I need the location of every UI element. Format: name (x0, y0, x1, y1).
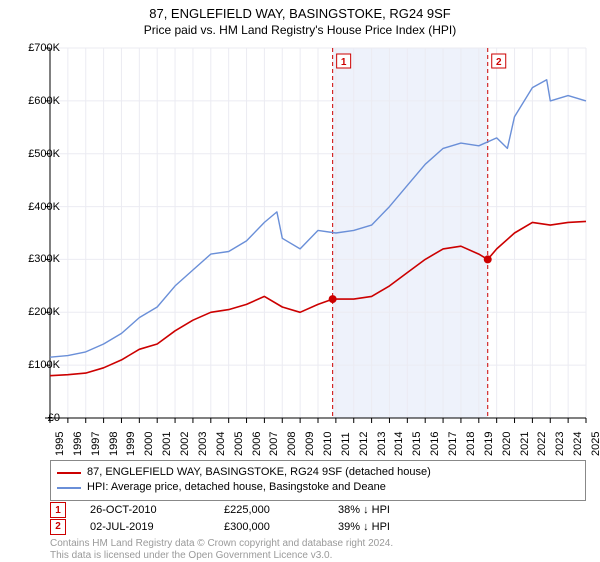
marker-price: £300,000 (224, 519, 314, 536)
x-tick-label: 2006 (251, 432, 263, 456)
x-tick-label: 2025 (590, 432, 600, 456)
x-tick-label: 2012 (358, 432, 370, 456)
x-tick-label: 2000 (143, 432, 155, 456)
marker-row: 1 26-OCT-2010 £225,000 38% ↓ HPI (50, 502, 586, 519)
svg-text:1: 1 (341, 57, 347, 68)
legend-label: 87, ENGLEFIELD WAY, BASINGSTOKE, RG24 9S… (87, 465, 431, 480)
x-tick-label: 2019 (483, 432, 495, 456)
chart-subtitle: Price paid vs. HM Land Registry's House … (0, 23, 600, 43)
chart-plot-area: 12 (50, 48, 586, 418)
marker-delta: 38% ↓ HPI (338, 502, 438, 519)
chart-svg: 12 (50, 48, 586, 418)
x-tick-label: 2021 (519, 432, 531, 456)
marker-date: 02-JUL-2019 (90, 519, 200, 536)
x-tick-label: 2024 (572, 432, 584, 456)
x-tick-label: 1995 (54, 432, 66, 456)
x-tick-label: 2015 (411, 432, 423, 456)
x-tick-label: 2003 (197, 432, 209, 456)
marker-price: £225,000 (224, 502, 314, 519)
x-tick-label: 1998 (108, 432, 120, 456)
x-tick-label: 2009 (304, 432, 316, 456)
y-tick-label: £200K (28, 306, 60, 318)
x-tick-label: 2016 (429, 432, 441, 456)
x-tick-label: 1999 (125, 432, 137, 456)
chart-container: 87, ENGLEFIELD WAY, BASINGSTOKE, RG24 9S… (0, 0, 600, 560)
x-tick-label: 2008 (286, 432, 298, 456)
legend: 87, ENGLEFIELD WAY, BASINGSTOKE, RG24 9S… (50, 460, 586, 501)
legend-row: HPI: Average price, detached house, Basi… (57, 480, 579, 495)
y-tick-label: £700K (28, 42, 60, 54)
x-tick-label: 1997 (90, 432, 102, 456)
x-tick-label: 1996 (72, 432, 84, 456)
x-tick-label: 2001 (161, 432, 173, 456)
chart-title: 87, ENGLEFIELD WAY, BASINGSTOKE, RG24 9S… (0, 0, 600, 23)
footer-line: Contains HM Land Registry data © Crown c… (50, 538, 393, 550)
x-tick-label: 2002 (179, 432, 191, 456)
x-tick-label: 2022 (536, 432, 548, 456)
footer-note: Contains HM Land Registry data © Crown c… (50, 538, 393, 562)
x-tick-label: 2010 (322, 432, 334, 456)
legend-label: HPI: Average price, detached house, Basi… (87, 480, 386, 495)
marker-delta: 39% ↓ HPI (338, 519, 438, 536)
y-tick-label: £100K (28, 359, 60, 371)
x-tick-label: 2014 (393, 432, 405, 456)
svg-text:2: 2 (496, 57, 502, 68)
y-tick-label: £400K (28, 201, 60, 213)
y-tick-label: £300K (28, 253, 60, 265)
marker-table: 1 26-OCT-2010 £225,000 38% ↓ HPI 2 02-JU… (50, 502, 586, 535)
y-tick-label: £500K (28, 148, 60, 160)
marker-badge-2: 2 (50, 519, 66, 535)
marker-badge-1: 1 (50, 502, 66, 518)
x-tick-label: 2004 (215, 432, 227, 456)
x-tick-label: 2018 (465, 432, 477, 456)
x-tick-label: 2023 (554, 432, 566, 456)
legend-row: 87, ENGLEFIELD WAY, BASINGSTOKE, RG24 9S… (57, 465, 579, 480)
x-tick-label: 2007 (268, 432, 280, 456)
x-tick-label: 2011 (340, 432, 352, 456)
y-tick-label: £0 (48, 412, 60, 424)
x-tick-label: 2013 (376, 432, 388, 456)
x-tick-label: 2005 (233, 432, 245, 456)
marker-date: 26-OCT-2010 (90, 502, 200, 519)
x-tick-label: 2017 (447, 432, 459, 456)
marker-row: 2 02-JUL-2019 £300,000 39% ↓ HPI (50, 519, 586, 536)
footer-line: This data is licensed under the Open Gov… (50, 550, 393, 562)
y-tick-label: £600K (28, 95, 60, 107)
x-tick-label: 2020 (501, 432, 513, 456)
legend-swatch-2 (57, 487, 81, 489)
legend-swatch-1 (57, 472, 81, 474)
